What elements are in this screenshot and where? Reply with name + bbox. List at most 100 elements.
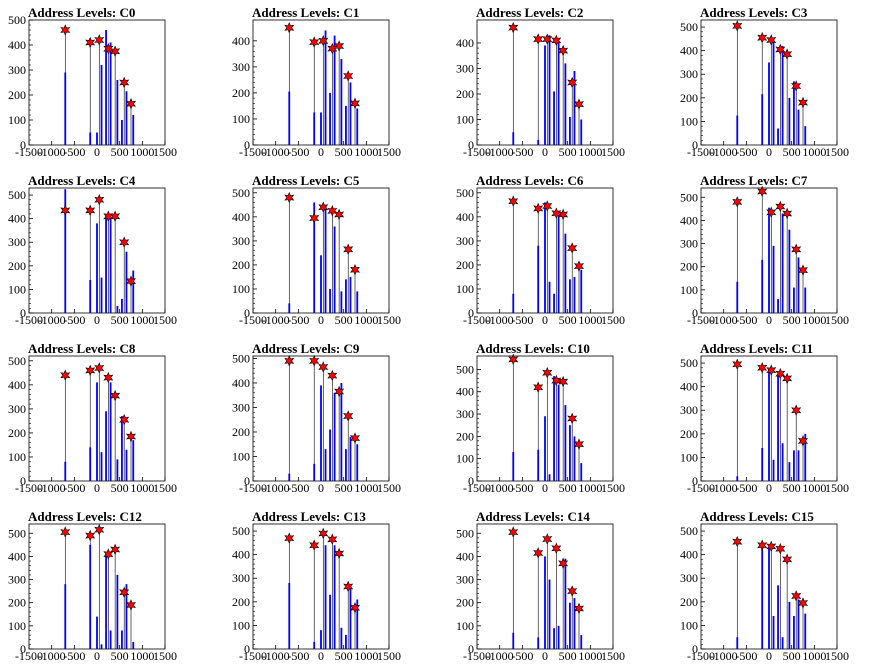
star-marker-icon: [775, 542, 786, 555]
histogram-bar: [288, 473, 291, 481]
star-marker-icon: [327, 369, 338, 382]
y-tick-label: 300: [456, 573, 474, 587]
chart-title: Address Levels: C2: [476, 5, 584, 20]
y-tick-label: 400: [456, 210, 474, 224]
star-marker-icon: [318, 35, 329, 47]
histogram-bar: [89, 447, 92, 481]
star-marker-icon: [567, 76, 578, 89]
star-marker-icon: [732, 535, 743, 548]
x-tick-label: -1500: [463, 313, 491, 327]
histogram-bar: [340, 627, 343, 649]
y-tick-label: 0: [244, 642, 250, 656]
chart-panel: Address Levels: C1 0 100 200 300 400 -1500 -100…: [224, 0, 448, 168]
y-tick-label: 0: [468, 306, 474, 320]
y-tick-label: 400: [456, 385, 474, 399]
y-tick-label: 200: [8, 426, 26, 440]
x-tick-label: 0: [94, 145, 100, 159]
star-marker-icon: [542, 200, 553, 212]
histogram-bar: [324, 204, 327, 313]
y-tick-label: 0: [468, 138, 474, 152]
x-tick-label: 500: [559, 649, 577, 663]
y-tick-label: 200: [232, 86, 250, 100]
star-marker-icon: [343, 580, 354, 593]
y-tick-label: 500: [8, 526, 26, 540]
x-tick-label: 1000: [354, 145, 378, 159]
y-tick-label: 300: [232, 571, 250, 585]
x-tick-label: -1000: [38, 313, 66, 327]
histogram-bar: [288, 303, 291, 313]
x-tick-label: 1500: [825, 313, 849, 327]
chart-panel: Address Levels: C7 0 100 200 300 400 500 -1500-…: [672, 168, 896, 336]
star-marker-icon: [125, 97, 137, 110]
x-tick-label: -500: [735, 145, 757, 159]
x-tick-label: 500: [111, 649, 129, 663]
x-tick-label: -1000: [486, 313, 514, 327]
x-tick-label: -1000: [710, 481, 738, 495]
histogram-bar: [544, 202, 546, 313]
y-tick-label: 0: [692, 642, 698, 656]
x-tick-label: -500: [511, 313, 533, 327]
histogram-bar: [564, 405, 567, 481]
y-tick-label: 300: [456, 234, 474, 248]
histogram-bar: [313, 641, 316, 649]
histogram-bar: [548, 35, 551, 145]
histogram-bar: [333, 35, 336, 145]
histogram-bar: [537, 449, 540, 481]
histogram-bar: [100, 452, 103, 481]
star-marker-icon: [85, 36, 96, 49]
x-tick-label: 1500: [153, 649, 177, 663]
star-marker-icon: [327, 533, 338, 546]
x-tick-label: 1500: [153, 145, 177, 159]
y-tick-label: 300: [8, 63, 26, 77]
histogram-bar: [340, 382, 343, 481]
x-tick-label: -1500: [15, 649, 43, 663]
histogram-bar: [781, 637, 784, 649]
star-marker-icon: [349, 97, 361, 110]
star-marker-icon: [782, 372, 793, 385]
histogram-bar: [105, 30, 107, 145]
star-marker-icon: [732, 358, 743, 371]
y-tick-label: 300: [456, 61, 474, 75]
chart-title: Address Levels: C1: [252, 5, 360, 20]
x-tick-label: 500: [111, 313, 129, 327]
histogram-bar: [329, 92, 331, 145]
star-marker-icon: [343, 243, 354, 256]
x-tick-label: -500: [63, 649, 85, 663]
star-marker-icon: [508, 21, 519, 34]
histogram-bar: [313, 202, 316, 313]
star-marker-icon: [573, 438, 585, 450]
histogram-bar: [320, 255, 322, 313]
histogram-bar: [345, 449, 347, 481]
x-tick-label: 0: [94, 649, 100, 663]
histogram-bar: [100, 644, 103, 649]
x-tick-label: -500: [511, 649, 533, 663]
y-tick-label: 500: [456, 186, 474, 200]
y-tick-label: 100: [8, 113, 26, 127]
histogram-bar: [777, 299, 779, 313]
y-tick-label: 100: [232, 618, 250, 632]
chart-panel: Address Levels: C9 0 100 200 300 400 500 -1500-…: [224, 336, 448, 504]
star-marker-icon: [567, 242, 578, 254]
y-tick-label: 500: [232, 351, 250, 365]
histogram-bar: [797, 257, 800, 313]
histogram-bar: [105, 213, 107, 313]
star-marker-icon: [757, 539, 768, 552]
chart-title: Address Levels: C11: [700, 341, 814, 356]
histogram-bar: [537, 637, 540, 649]
histogram-bar: [329, 429, 331, 481]
histogram-bar: [788, 97, 791, 145]
chart-title: Address Levels: C7: [700, 173, 808, 188]
x-tick-label: -1000: [710, 313, 738, 327]
histogram-bar: [345, 634, 347, 649]
histogram-bar: [761, 545, 764, 649]
x-tick-label: 1000: [578, 145, 602, 159]
star-marker-icon: [508, 526, 519, 538]
x-tick-label: -500: [511, 145, 533, 159]
star-marker-icon: [110, 45, 121, 58]
histogram-bar: [772, 41, 775, 146]
x-tick-label: 0: [542, 649, 548, 663]
histogram-bar: [557, 385, 560, 481]
histogram-bar: [580, 635, 583, 649]
